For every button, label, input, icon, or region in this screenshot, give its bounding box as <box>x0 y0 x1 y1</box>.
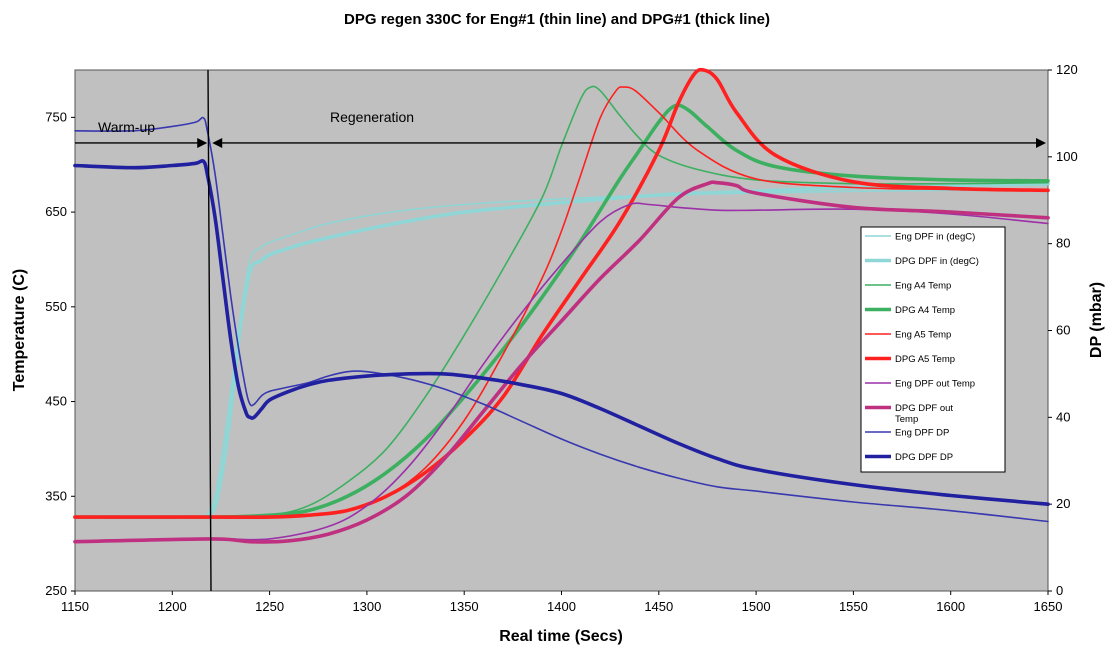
series-line-2 <box>74 85 1049 519</box>
x-tick-label: 1600 <box>936 599 965 614</box>
legend-entry: DPG A5 Temp <box>895 354 955 365</box>
x-tick-label: 1350 <box>450 599 479 614</box>
warmup-arrowhead <box>197 137 208 148</box>
x-axis: 1150 1200 1250 1300 1350 1400 1450 1500 1550 1600… <box>61 591 1062 614</box>
series-line-5 <box>73 67 1050 520</box>
y-axis-title: Temperature (C) <box>11 269 28 391</box>
y2-axis-title: DP (mbar) <box>1088 282 1105 358</box>
regeneration-arrowhead-left <box>212 137 223 148</box>
y2-tick-label: 40 <box>1056 409 1070 424</box>
y-axis-right: 0 20 40 60 80 100 120 <box>1048 62 1078 598</box>
annotations: Warm-up Regeneration <box>75 69 1046 592</box>
y-tick-label: 450 <box>45 394 67 409</box>
y-axis-left: 250 350 450 550 650 750 <box>45 109 75 598</box>
regeneration-label: Regeneration <box>330 109 414 125</box>
x-tick-label: 1650 <box>1034 599 1063 614</box>
y2-tick-label: 0 <box>1056 583 1063 598</box>
x-tick-label: 1450 <box>644 599 673 614</box>
legend-entry: Eng DPF out Temp <box>895 379 975 390</box>
series-line-8 <box>74 116 1049 523</box>
legend-entry: DPG DPF DP <box>895 452 953 463</box>
legend-entry-line: Temp <box>895 414 918 425</box>
legend-box <box>860 226 1006 473</box>
legend: Eng DPF in (degC) DPG DPF in (degC) Eng A4… <box>860 226 1006 473</box>
y-tick-label: 350 <box>45 488 67 503</box>
x-tick-label: 1400 <box>547 599 576 614</box>
legend-entry: Eng A5 Temp <box>895 330 951 341</box>
legend-entry-line: DPG DPF out <box>895 403 953 414</box>
legend-entry: DPG DPF out Temp <box>895 403 953 425</box>
series-line-6 <box>74 202 1049 543</box>
y2-tick-label: 80 <box>1056 236 1070 251</box>
divider-line <box>207 69 212 592</box>
legend-entry: DPG DPF in (degC) <box>895 256 979 267</box>
x-axis-title: Real time (Secs) <box>499 628 623 645</box>
x-tick-label: 1500 <box>742 599 771 614</box>
regeneration-arrowhead-right <box>1036 137 1046 148</box>
x-tick-label: 1300 <box>352 599 381 614</box>
chart-title: DPG regen 330C for Eng#1 (thin line) and… <box>344 11 770 28</box>
y-tick-label: 550 <box>45 299 67 314</box>
y2-tick-label: 60 <box>1056 323 1070 338</box>
y-tick-label: 650 <box>45 204 67 219</box>
legend-entry: DPG A4 Temp <box>895 305 955 316</box>
warmup-label: Warm-up <box>98 119 155 135</box>
y-tick-label: 250 <box>45 583 67 598</box>
legend-entry: Eng DPF DP <box>895 428 949 439</box>
x-tick-label: 1150 <box>61 599 89 614</box>
y2-tick-label: 120 <box>1056 62 1078 77</box>
y-tick-label: 750 <box>45 109 67 124</box>
series-line-7 <box>73 180 1050 544</box>
series-line-3 <box>73 103 1050 520</box>
y2-tick-label: 100 <box>1056 149 1078 164</box>
legend-entry: Eng A4 Temp <box>895 281 951 292</box>
x-tick-label: 1250 <box>255 599 284 614</box>
legend-entry: Eng DPF in (degC) <box>895 232 975 243</box>
y2-tick-label: 20 <box>1056 496 1070 511</box>
x-tick-label: 1200 <box>158 599 187 614</box>
x-tick-label: 1550 <box>839 599 868 614</box>
